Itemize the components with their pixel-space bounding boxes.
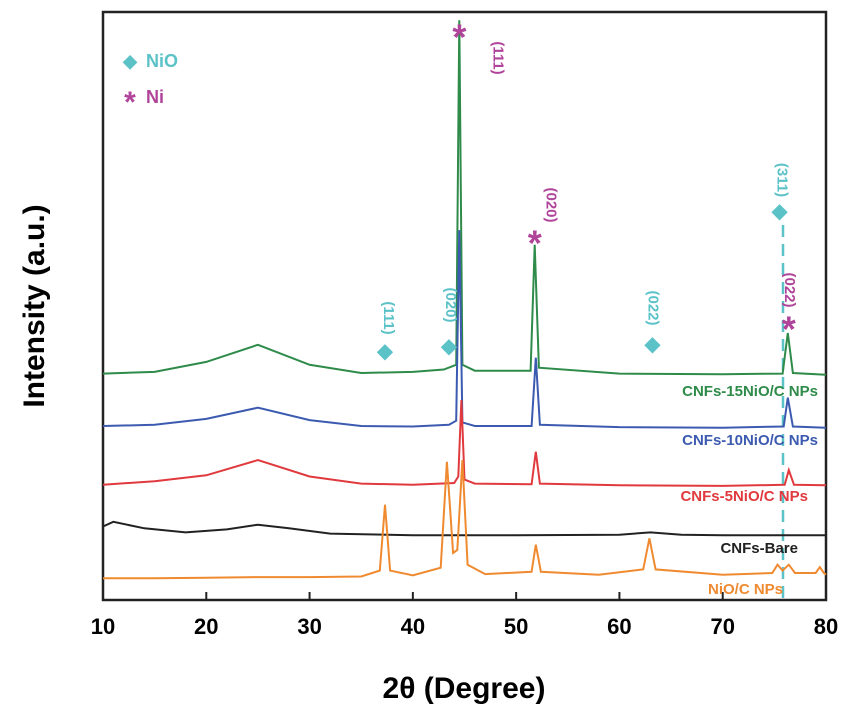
legend-symbol: *: [124, 86, 136, 119]
x-tick-label: 60: [607, 614, 631, 639]
series-label: CNFs-10NiO/C NPs: [682, 432, 818, 449]
series-label: CNFs-Bare: [720, 540, 798, 557]
peak-label: (020): [442, 287, 459, 322]
x-tick-label: 30: [297, 614, 321, 639]
peak-symbol: ◆: [771, 200, 788, 222]
legend-symbol: ◆: [122, 51, 138, 71]
series-label: CNFs-15NiO/C NPs: [682, 383, 818, 400]
series-line: [102, 400, 827, 487]
series-line: [102, 520, 826, 537]
peak-symbol: *: [782, 309, 796, 350]
x-axis-title: 2θ (Degree): [383, 672, 546, 705]
series-label: CNFs-5NiO/C NPs: [680, 488, 808, 505]
peak-symbol: ◆: [644, 333, 661, 355]
peak-label: (022): [781, 272, 798, 307]
x-tick-label: 40: [401, 614, 425, 639]
series-line: [103, 460, 827, 580]
peak-symbol: ◆: [440, 335, 457, 357]
series-line: [102, 20, 827, 376]
legend-label: NiO: [146, 51, 178, 71]
x-tick-label: 20: [194, 614, 218, 639]
peak-label: (111): [490, 41, 507, 74]
x-tick-label: 10: [91, 614, 115, 639]
legend-label: Ni: [146, 87, 164, 107]
y-axis-title: Intensity (a.u.): [18, 204, 51, 407]
peak-label: (111): [380, 301, 397, 334]
peak-label: (311): [774, 163, 791, 197]
x-tick-label: 80: [814, 614, 838, 639]
x-tick-label: 70: [710, 614, 734, 639]
peak-label: (020): [542, 187, 559, 222]
plot-frame: [101, 10, 828, 602]
peak-symbol: *: [528, 223, 542, 264]
peak-symbol: ◆: [376, 340, 393, 362]
series-label: NiO/C NPs: [708, 581, 783, 598]
x-tick-label: 50: [504, 614, 528, 639]
peak-symbol: *: [452, 17, 466, 58]
peak-label: (022): [645, 290, 662, 325]
